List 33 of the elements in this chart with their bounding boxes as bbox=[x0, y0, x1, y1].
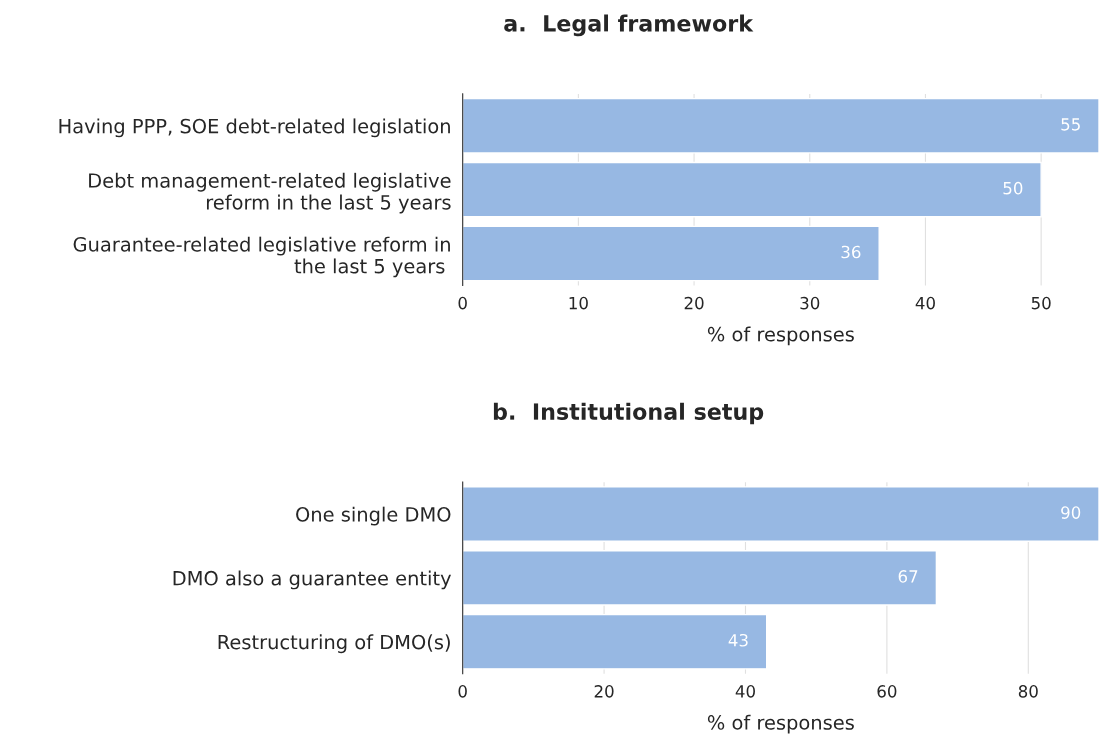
bar bbox=[462, 225, 880, 282]
x-tick-label: 0 bbox=[458, 296, 467, 310]
x-tick-label: 40 bbox=[735, 685, 755, 698]
chart-title: a. Legal framework bbox=[504, 14, 754, 37]
y-tick-label: Debt management-related legislative reform in the last 5 years bbox=[89, 172, 451, 214]
x-tick-label: 40 bbox=[915, 296, 935, 310]
data-label: 36 bbox=[841, 245, 861, 259]
y-tick-label: One single DMO bbox=[296, 506, 451, 526]
y-tick-label: Having PPP, SOE debt-related legislation bbox=[59, 118, 450, 138]
y-tick-label: Restructuring of DMO(s) bbox=[218, 634, 450, 654]
x-tick-label: 60 bbox=[877, 685, 897, 698]
bar bbox=[462, 613, 768, 670]
x-tick-label: 20 bbox=[594, 685, 614, 698]
bar bbox=[462, 550, 938, 606]
bar bbox=[462, 486, 1099, 542]
x-tick-label: 0 bbox=[458, 685, 467, 698]
chart-title: b. Institutional setup bbox=[493, 402, 764, 425]
bar bbox=[462, 97, 1099, 154]
bar bbox=[462, 161, 1042, 218]
y-tick-label: DMO also a guarantee entity bbox=[173, 570, 451, 590]
x-axis-title: % of responses bbox=[707, 326, 854, 346]
data-label: 67 bbox=[898, 570, 918, 583]
x-tick-label: 10 bbox=[569, 296, 588, 310]
data-label: 90 bbox=[1061, 506, 1081, 519]
data-label: 55 bbox=[1061, 118, 1080, 131]
data-label: 43 bbox=[728, 633, 748, 647]
x-tick-label: 20 bbox=[684, 296, 704, 310]
x-tick-label: 30 bbox=[800, 296, 820, 310]
data-label: 50 bbox=[1003, 181, 1023, 195]
x-tick-label: 80 bbox=[1018, 685, 1038, 698]
x-axis-title: % of responses bbox=[707, 714, 854, 734]
x-tick-label: 50 bbox=[1031, 296, 1051, 310]
y-tick-label: Guarantee-related legislative reform in the last 5 years bbox=[73, 236, 450, 278]
